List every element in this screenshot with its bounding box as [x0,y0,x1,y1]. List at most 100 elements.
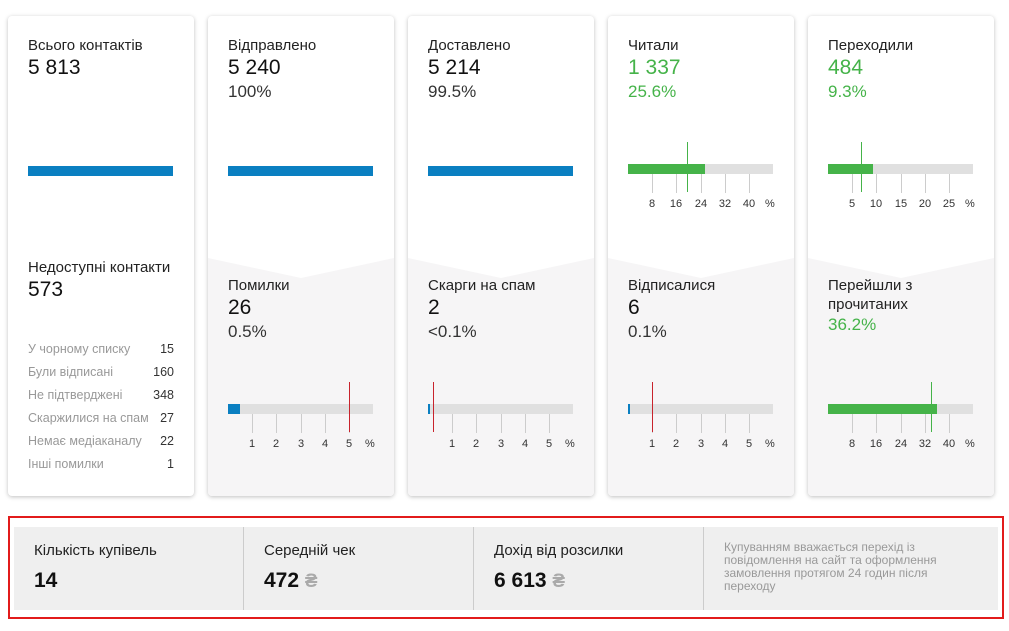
percent: 0.5% [228,322,267,341]
percent: 100% [228,82,272,101]
progress-bar [228,166,373,176]
gauge-tick-label: 8 [848,438,856,450]
gauge-track [628,404,773,414]
gauge-tick [901,414,902,433]
errors-gauge: 1 2 3 4 5% [228,382,378,462]
gauge-tick [876,414,877,433]
gauge-fill [828,404,937,414]
value: 6 [628,296,640,319]
list-item: Були відписані 160 [28,361,174,384]
gauge-marker [861,142,862,192]
card-total-contacts: Всього контактів 5 813 Недоступні контакт… [8,16,194,496]
gauge-tick [676,414,677,433]
gauge-tick [676,174,677,193]
gauge-marker [687,142,688,192]
list-item: Скаржилися на спам 27 [28,407,174,430]
gauge-tick [925,174,926,193]
unsubscribed-gauge: 1 2 3 4 5% [628,382,778,462]
gauge-tick [876,174,877,193]
label: Відправлено [228,37,317,54]
percent: 9.3% [828,82,867,101]
ctor-gauge: 8 16 24 32 40% [828,382,978,462]
percent: 36.2% [828,315,877,334]
spam-gauge: 1 2 3 4 5% [428,382,578,462]
card-delivered: Доставлено 5 214 99.5% Скарги на спам 2 <0.1… [408,16,594,496]
gauge-tick [652,174,653,193]
purchases-panel: Кількість купівель 14 Середній чек 472 ₴ Д… [8,516,1004,619]
gauge-tick-label: 3 [497,438,505,450]
gauge-unit-label: % [765,438,775,450]
value: 27 [160,411,174,425]
value: 5 240 [228,56,281,79]
opened-gauge: 8 16 24 32 40% [628,142,778,222]
gauge-tick [901,174,902,193]
label: Не підтверджені [28,388,123,402]
label: Помилки [228,277,290,294]
value: 1 337 [628,56,681,79]
gauge-tick-label: 32 [718,198,732,210]
gauge-marker [931,382,932,432]
purchases-count: Кількість купівель 14 [14,527,244,610]
gauge-tick [325,414,326,433]
gauge-unit-label: % [965,198,975,210]
revenue: Дохід від розсилки 6 613 ₴ [474,527,704,610]
gauge-tick-label: 24 [894,438,908,450]
gauge-tick [301,414,302,433]
gauge-track [428,404,573,414]
value: 472 [264,569,300,592]
gauge-tick-label: 8 [648,198,656,210]
gauge-tick-label: 32 [918,438,932,450]
label: Дохід від розсилки [494,542,624,559]
gauge-track [228,404,373,414]
gauge-fill [628,164,705,174]
label: Кількість купівель [34,542,157,559]
gauge-tick-label: 4 [321,438,329,450]
gauge-tick-label: 3 [697,438,705,450]
gauge-fill [628,404,630,414]
label: Переходили [828,37,914,54]
gauge-tick [749,414,750,433]
value: 5 813 [28,56,81,79]
purchase-note: Купуванням вважається перехід із повідом… [724,540,937,593]
value: 160 [153,365,174,379]
label: Перейшли з прочитаних [828,277,913,313]
label: Середній чек [264,542,356,559]
percent: 99.5% [428,82,477,101]
label: Немає медіаканалу [28,434,142,448]
label: Відписалися [628,277,716,294]
value: 573 [28,278,64,301]
list-item: Немає медіаканалу 22 [28,430,174,453]
gauge-unit-label: % [365,438,375,450]
label: Були відписані [28,365,113,379]
gauge-tick [749,174,750,193]
error-list: У чорному списку 15 Були відписані 160 Не … [28,338,174,476]
gauge-tick [452,414,453,433]
gauge-unit-label: % [765,198,775,210]
gauge-tick-label: 40 [942,438,956,450]
gauge-tick [701,174,702,193]
gauge-tick [725,174,726,193]
gauge-tick-label: 4 [721,438,729,450]
value: 26 [228,296,252,319]
value: 484 [828,56,864,79]
gauge-tick-label: 1 [448,438,456,450]
label: Доставлено [428,37,511,54]
progress-bar [28,166,173,176]
gauge-tick-label: 16 [869,438,883,450]
gauge-marker [433,382,434,432]
gauge-fill [228,404,240,414]
gauge-tick-label: 5 [345,438,353,450]
gauge-tick-label: 10 [869,198,883,210]
gauge-tick [252,414,253,433]
gauge-unit-label: % [965,438,975,450]
gauge-tick-label: 1 [648,438,656,450]
label: Всього контактів [28,37,143,54]
gauge-tick-label: 16 [669,198,683,210]
gauge-tick-label: 2 [672,438,680,450]
label: Скарги на спам [428,277,536,294]
value: 348 [153,388,174,402]
gauge-tick [701,414,702,433]
gauge-marker [349,382,350,432]
value: 5 214 [428,56,481,79]
gauge-tick-label: 1 [248,438,256,450]
